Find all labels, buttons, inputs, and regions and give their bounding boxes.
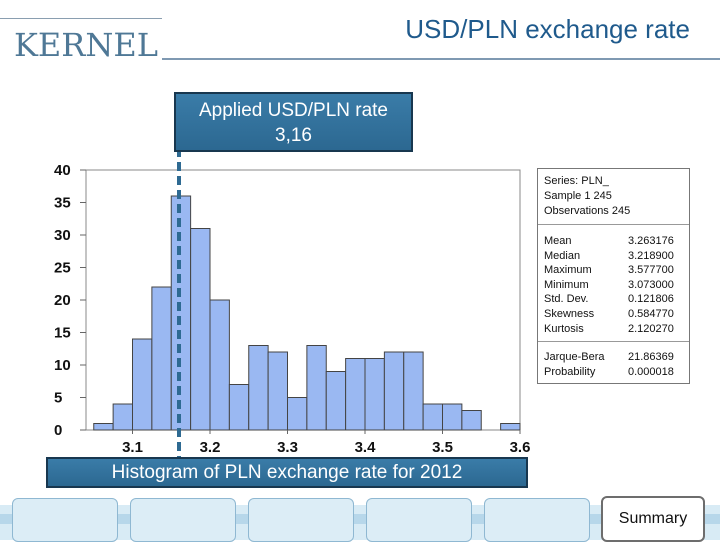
footer-strip xyxy=(0,514,720,524)
nav-tab[interactable] xyxy=(12,498,118,542)
jb-stat-value: 0.000018 xyxy=(628,365,674,378)
stats-divider xyxy=(538,224,689,225)
stat-value: 3.577700 xyxy=(628,264,674,277)
title-divider xyxy=(162,58,720,60)
x-tick-label: 3.3 xyxy=(277,439,298,456)
jb-stat-label: Probability xyxy=(544,365,596,378)
histogram-bar xyxy=(364,358,385,431)
stat-label: Skewness xyxy=(544,308,595,320)
statistics-panel: Series: PLN_ Sample 1 245 Observations 2… xyxy=(537,168,690,384)
histogram-bar xyxy=(442,403,463,431)
y-tick-label: 35 xyxy=(54,195,71,212)
histogram-bar xyxy=(287,397,308,431)
stat-label: Std. Dev. xyxy=(544,293,589,306)
histogram-bar xyxy=(383,351,405,431)
y-tick-label: 30 xyxy=(54,227,71,244)
y-tick-label: 40 xyxy=(54,162,71,179)
stat-value: 0.584770 xyxy=(628,308,674,320)
nav-tab[interactable] xyxy=(366,498,472,542)
histogram-bar xyxy=(190,228,211,431)
jb-stat-label: Jarque-Bera xyxy=(544,351,605,363)
histogram-bar xyxy=(422,403,443,431)
stat-value: 0.121806 xyxy=(628,293,674,306)
stats-observations: Observations 245 xyxy=(544,205,631,217)
applied-rate-value: 3,16 xyxy=(275,125,312,146)
footer-bar xyxy=(0,505,720,540)
stat-value: 2.120270 xyxy=(628,322,674,335)
histogram-bar xyxy=(209,299,230,431)
histogram-caption: Histogram of PLN exchange rate for 2012 xyxy=(46,457,528,488)
histogram-bar xyxy=(461,410,482,431)
y-tick-label: 25 xyxy=(54,260,71,277)
stats-divider xyxy=(538,341,689,342)
stats-series: Series: PLN_ xyxy=(544,175,609,187)
x-tick-label: 3.5 xyxy=(432,439,453,456)
x-tick-label: 3.1 xyxy=(122,439,143,456)
stat-label: Maximum xyxy=(544,264,592,277)
stats-sample: Sample 1 245 xyxy=(544,190,612,202)
histogram-bar xyxy=(93,423,114,431)
jb-stat-value: 21.86369 xyxy=(628,351,674,363)
y-tick-label: 10 xyxy=(54,357,71,374)
y-tick-label: 5 xyxy=(54,390,62,407)
histogram-bar xyxy=(325,371,347,431)
x-tick-label: 3.6 xyxy=(510,439,531,456)
histogram-bar xyxy=(500,423,521,431)
histogram-bar xyxy=(151,286,172,431)
y-tick-label: 20 xyxy=(54,292,71,309)
slide-title: USD/PLN exchange rate xyxy=(405,14,690,44)
stat-value: 3.218900 xyxy=(628,249,674,262)
nav-tab[interactable] xyxy=(130,498,236,542)
histogram-bar xyxy=(228,384,250,431)
stat-label: Mean xyxy=(544,235,572,247)
stat-label: Kurtosis xyxy=(544,322,584,335)
histogram-bar xyxy=(132,338,153,431)
histogram-bar xyxy=(267,351,288,431)
company-logo: KERNEL xyxy=(14,26,158,64)
x-tick-label: 3.2 xyxy=(200,439,221,456)
y-tick-label: 0 xyxy=(54,422,62,439)
stat-label: Median xyxy=(544,249,581,262)
histogram-bar xyxy=(112,403,133,431)
stat-value: 3.263176 xyxy=(628,235,674,247)
histogram-bar xyxy=(345,358,366,431)
y-tick-label: 15 xyxy=(54,325,71,342)
nav-tab[interactable] xyxy=(484,498,590,542)
x-tick-label: 3.4 xyxy=(355,439,377,456)
summary-button[interactable]: Summary xyxy=(601,496,705,542)
nav-tab[interactable] xyxy=(248,498,354,542)
histogram-bar xyxy=(248,345,269,431)
logo-rule xyxy=(0,18,162,19)
applied-rate-callout: Applied USD/PLN rate 3,16 xyxy=(174,92,413,152)
stat-value: 3.073000 xyxy=(628,278,674,291)
applied-rate-label: Applied USD/PLN rate xyxy=(198,100,389,121)
stat-label: Minimum xyxy=(544,278,589,291)
histogram-bar xyxy=(306,345,327,431)
histogram-bar xyxy=(403,351,424,431)
